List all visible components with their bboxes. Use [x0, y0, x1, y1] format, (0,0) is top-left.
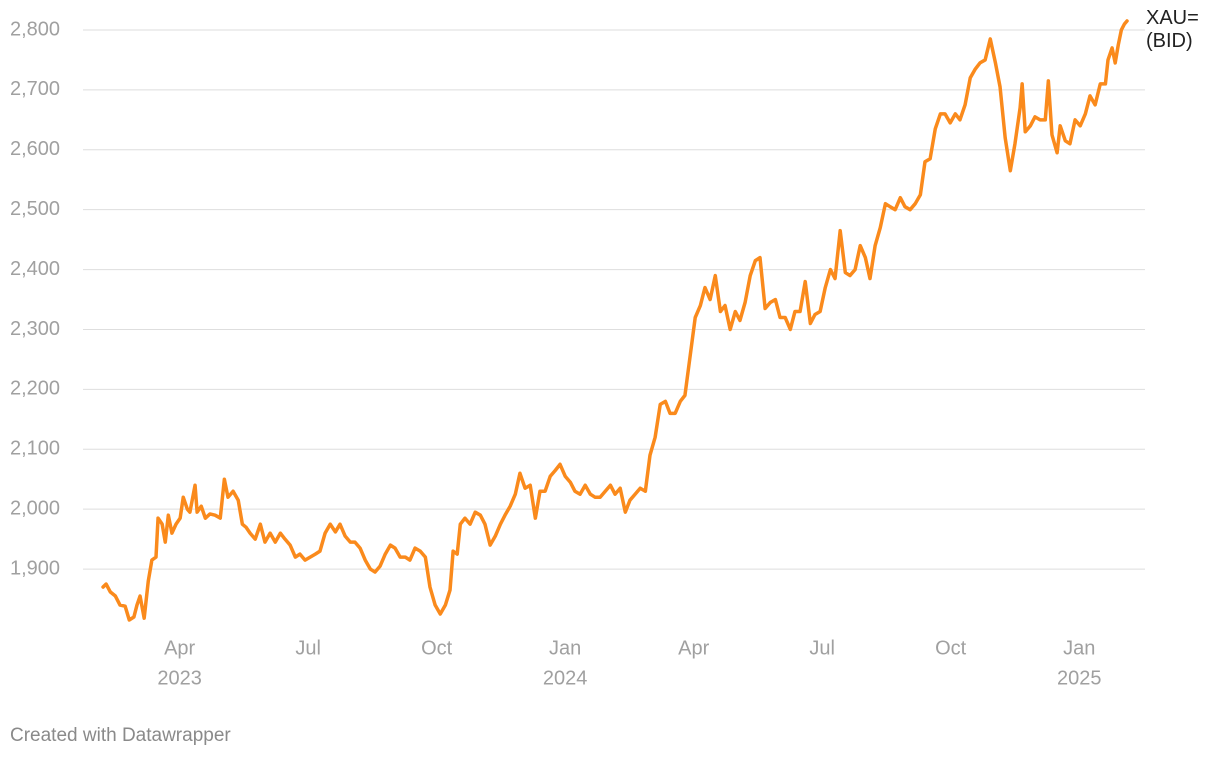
series-label: XAU= (BID) — [1146, 7, 1199, 52]
x-year-label: 2024 — [543, 667, 588, 689]
y-tick-label: 2,500 — [10, 198, 60, 220]
x-tick-label: Apr — [678, 637, 709, 659]
y-tick-label: 2,000 — [10, 497, 60, 519]
x-tick-label: Jan — [1063, 637, 1095, 659]
x-tick-label: Oct — [421, 637, 453, 659]
x-year-label: 2023 — [157, 667, 202, 689]
x-tick-label: Oct — [935, 637, 967, 659]
y-tick-label: 2,200 — [10, 378, 60, 400]
x-year-label: 2025 — [1057, 667, 1102, 689]
y-tick-label: 1,900 — [10, 557, 60, 579]
y-tick-label: 2,400 — [10, 258, 60, 280]
x-tick-label: Apr — [164, 637, 195, 659]
series-line — [101, 19, 1129, 622]
credit: Created with Datawrapper — [10, 725, 231, 746]
x-tick-label: Jul — [809, 637, 835, 659]
x-tick-label: Jul — [295, 637, 321, 659]
y-tick-label: 2,700 — [10, 78, 60, 100]
y-tick-label: 2,600 — [10, 138, 60, 160]
y-tick-label: 2,300 — [10, 318, 60, 340]
x-tick-label: Jan — [549, 637, 581, 659]
y-tick-label: 2,100 — [10, 438, 60, 460]
y-tick-label: 2,800 — [10, 18, 60, 40]
